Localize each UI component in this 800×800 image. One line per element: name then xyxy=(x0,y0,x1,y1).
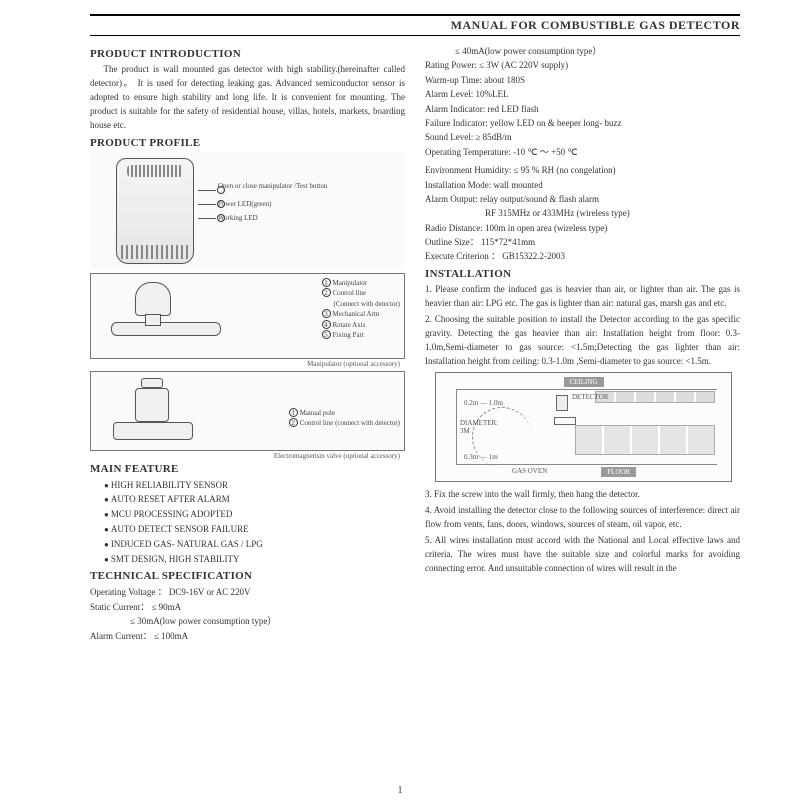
figure-installation-room: CEILING FLOOR DETECTOR DIAMETER: 3M 0.2m… xyxy=(435,372,732,482)
label-gas-oven: GAS OVEN xyxy=(512,467,547,475)
product-intro-heading: PRODUCT INTRODUCTION xyxy=(90,48,405,60)
feature-item: MCU PROCESSING ADOPTED xyxy=(104,507,405,522)
feature-item: AUTO RESET AFTER ALARM xyxy=(104,492,405,507)
manipulator-neck xyxy=(145,314,161,326)
manipulator-pipe xyxy=(111,322,221,336)
valve-body xyxy=(135,388,169,422)
detector-vent-bottom xyxy=(121,245,189,259)
spec-alarm-current-lp: ≤ 40mA(low power consumption type） xyxy=(455,44,740,58)
spec-alarm-current: Alarm Current： ≤ 100mA xyxy=(90,629,405,643)
callout-line-2 xyxy=(198,204,216,205)
content-columns: PRODUCT INTRODUCTION The product is wall… xyxy=(90,44,740,643)
product-profile-heading: PRODUCT PROFILE xyxy=(90,137,405,149)
detector-box xyxy=(556,395,568,411)
spec-alarm-indicator: Alarm Indicator: red LED flash xyxy=(425,102,740,116)
feature-item: INDUCED GAS- NATURAL GAS / LPG xyxy=(104,537,405,552)
feature-item: HIGH RELIABILITY SENSOR xyxy=(104,478,405,493)
label-dim-bot: 0.3m — 1m xyxy=(464,453,498,461)
spec-alarm-output-rf: RF 315MHz or 433MHz (wireless type) xyxy=(485,206,740,220)
led-label-3: Working LED xyxy=(218,214,258,222)
spec-warmup: Warm-up Time: about 180S xyxy=(425,73,740,87)
spec-radio-distance: Radio Distance: 100m in open area (wirel… xyxy=(425,221,740,235)
ceiling-panels xyxy=(595,391,715,403)
label-floor: FLOOR xyxy=(601,467,636,477)
installation-heading: INSTALLATION xyxy=(425,268,740,280)
manipulator-head xyxy=(135,282,171,316)
callout-2: Control line xyxy=(333,289,367,297)
installation-list: 1. Please confirm the induced gas is hea… xyxy=(425,283,740,369)
spec-alarm-level: Alarm Level: 10%LEL xyxy=(425,87,740,101)
floor-cabinets xyxy=(575,425,715,455)
detector-body-shape xyxy=(116,158,194,264)
feature-item: SMT DESIGN, HIGH STABILITY xyxy=(104,552,405,567)
label-ceiling: CEILING xyxy=(564,377,604,387)
figure-manipulator: 1Manipulator 2Control line (Connect with… xyxy=(90,273,405,359)
valve-callouts: 1Manual pole 2Control line (connect with… xyxy=(289,408,400,429)
spec-install-mode: Installation Mode: wall mounted xyxy=(425,178,740,192)
callout-4: Rotate Axis xyxy=(333,321,366,329)
manual-header: MANUAL FOR COMBUSTIBLE GAS DETECTOR xyxy=(90,14,740,36)
figure-em-valve: 1Manual pole 2Control line (connect with… xyxy=(90,371,405,451)
callout-line-3 xyxy=(198,218,216,219)
label-diameter: DIAMETER: 3M xyxy=(460,419,504,435)
feature-list: HIGH RELIABILITY SENSOR AUTO RESET AFTER… xyxy=(104,478,405,567)
led-label-1: Open or close manipulator /Test button xyxy=(218,182,327,190)
label-detector: DETECTOR xyxy=(572,393,608,401)
led-label-2: Power LED(green) xyxy=(218,200,271,208)
fig2-caption: Manipulator (optional accessory) xyxy=(307,360,400,368)
install-step-1: 1. Please confirm the induced gas is hea… xyxy=(425,283,740,311)
detector-vent-top xyxy=(127,165,183,177)
spec-static-current-lp: ≤ 30mA(low power consumption type） xyxy=(130,614,405,628)
valve-cap xyxy=(141,378,163,388)
valve-callout-1: Manual pole xyxy=(300,409,335,417)
install-step-3: 3. Fix the screw into the wall firmly, t… xyxy=(425,488,740,502)
product-intro-text: The product is wall mounted gas detector… xyxy=(90,63,405,133)
feature-item: AUTO DETECT SENSOR FAILURE xyxy=(104,522,405,537)
room-line-left xyxy=(456,389,457,465)
fig3-caption: Electromagnetism valve (optional accesso… xyxy=(274,452,400,460)
callout-5: Fixing Part xyxy=(333,331,364,339)
spec-operating-voltage: Operating Voltage ： DC9-16V or AC 220V xyxy=(90,585,405,599)
gas-oven-shape xyxy=(554,417,576,425)
left-column: PRODUCT INTRODUCTION The product is wall… xyxy=(90,44,405,643)
spec-execute-criterion: Execute Criterion ： GB15322.2-2003 xyxy=(425,249,740,263)
valve-base xyxy=(113,422,193,440)
callout-2-sub: (Connect with detector) xyxy=(334,299,400,310)
callout-1: Manipulator xyxy=(333,279,368,287)
spec-outline-size: Outline Size： 115*72*41mm xyxy=(425,235,740,249)
label-dim-top: 0.2m — 1.0m xyxy=(464,399,503,407)
manipulator-callouts: 1Manipulator 2Control line (Connect with… xyxy=(322,278,400,341)
callout-3: Mechanical Arm xyxy=(333,310,380,318)
main-feature-heading: MAIN FEATURE xyxy=(90,463,405,475)
spec-op-temp: Operating Temperature: -10 ℃ ～ +50 ℃ xyxy=(425,145,740,159)
spec-failure-indicator: Failure Indicator: yellow LED on & beepe… xyxy=(425,116,740,130)
figure-detector: Open or close manipulator /Test button P… xyxy=(90,152,405,270)
install-step-2: 2. Choosing the suitable position to ins… xyxy=(425,313,740,369)
page-number: 1 xyxy=(398,785,403,796)
right-column: ≤ 40mA(low power consumption type） Ratin… xyxy=(425,44,740,643)
spec-alarm-output: Alarm Output: relay output/sound & flash… xyxy=(425,192,740,206)
room-line-top xyxy=(456,389,717,390)
install-step-5: 5. All wires installation must accord wi… xyxy=(425,534,740,576)
spec-sound-level: Sound Level: ≥ 85dB/m xyxy=(425,130,740,144)
installation-list-contd: 3. Fix the screw into the wall firmly, t… xyxy=(425,488,740,576)
spec-static-current: Static Current： ≤ 90mA xyxy=(90,600,405,614)
callout-line-1 xyxy=(198,190,216,191)
valve-callout-2: Control line (connect with detector) xyxy=(300,419,400,427)
spec-rating-power: Rating Power: ≤ 3W (AC 220V supply) xyxy=(425,58,740,72)
spec-humidity: Environment Humidity: ≤ 95 % RH (no cong… xyxy=(425,163,740,177)
install-step-4: 4. Avoid installing the detector close t… xyxy=(425,504,740,532)
tech-spec-heading: TECHNICAL SPECIFICATION xyxy=(90,570,405,582)
